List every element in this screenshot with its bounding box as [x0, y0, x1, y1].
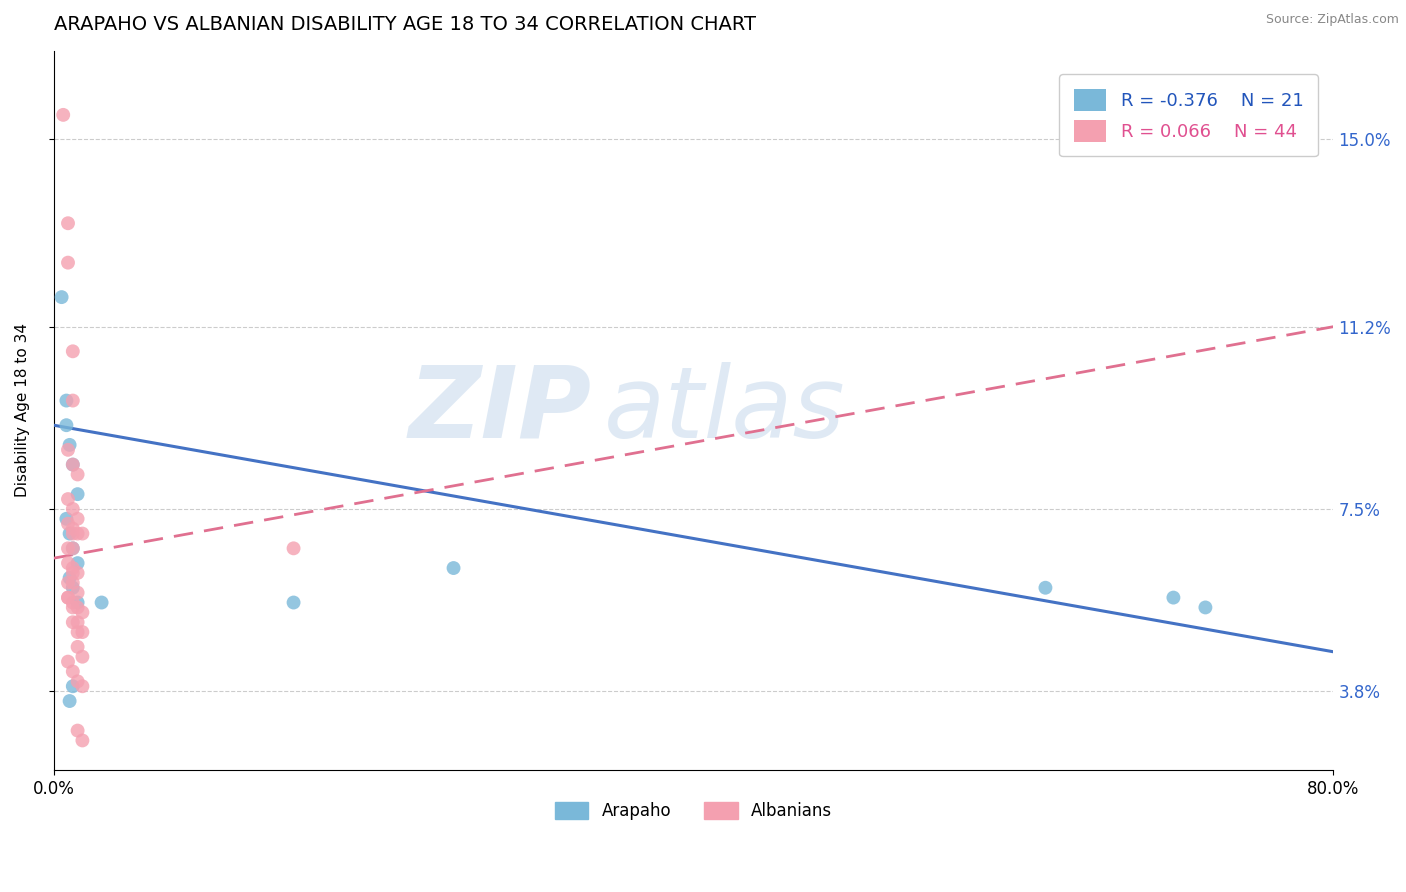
Point — [62, 541, 84, 556]
Point — [66, 674, 89, 689]
Point — [62, 615, 84, 630]
Point — [66, 600, 89, 615]
Point — [72, 733, 94, 747]
Point — [66, 566, 89, 580]
Point — [72, 625, 94, 640]
Point — [62, 522, 84, 536]
Point — [1163, 591, 1185, 605]
Y-axis label: Disability Age 18 to 34: Disability Age 18 to 34 — [15, 324, 30, 498]
Point — [62, 575, 84, 590]
Point — [66, 585, 89, 599]
Point — [62, 595, 84, 609]
Point — [62, 541, 84, 556]
Point — [55, 512, 77, 526]
Point — [51, 290, 73, 304]
Text: Source: ZipAtlas.com: Source: ZipAtlas.com — [1265, 13, 1399, 27]
Point — [59, 694, 82, 708]
Point — [66, 640, 89, 654]
Text: ZIP: ZIP — [408, 362, 591, 458]
Point — [62, 458, 84, 472]
Point — [59, 526, 82, 541]
Point — [56, 492, 79, 507]
Point — [62, 526, 84, 541]
Point — [283, 595, 305, 609]
Point — [66, 615, 89, 630]
Point — [283, 541, 305, 556]
Point — [66, 487, 89, 501]
Point — [56, 591, 79, 605]
Point — [1035, 581, 1057, 595]
Point — [56, 575, 79, 590]
Point — [56, 556, 79, 570]
Point — [72, 606, 94, 620]
Point — [72, 679, 94, 693]
Point — [62, 502, 84, 516]
Point — [52, 108, 75, 122]
Point — [443, 561, 465, 575]
Point — [72, 526, 94, 541]
Point — [62, 679, 84, 693]
Point — [62, 581, 84, 595]
Text: ARAPAHO VS ALBANIAN DISABILITY AGE 18 TO 34 CORRELATION CHART: ARAPAHO VS ALBANIAN DISABILITY AGE 18 TO… — [53, 15, 755, 34]
Point — [62, 393, 84, 408]
Point — [56, 541, 79, 556]
Point — [59, 571, 82, 585]
Point — [66, 526, 89, 541]
Point — [66, 625, 89, 640]
Point — [62, 600, 84, 615]
Point — [56, 255, 79, 269]
Point — [1194, 600, 1216, 615]
Point — [55, 418, 77, 433]
Point — [66, 595, 89, 609]
Point — [56, 591, 79, 605]
Point — [66, 467, 89, 482]
Point — [66, 723, 89, 738]
Point — [55, 393, 77, 408]
Point — [90, 595, 112, 609]
Point — [62, 458, 84, 472]
Point — [62, 566, 84, 580]
Point — [62, 561, 84, 575]
Point — [66, 556, 89, 570]
Point — [62, 344, 84, 359]
Point — [56, 516, 79, 531]
Point — [62, 665, 84, 679]
Point — [72, 649, 94, 664]
Point — [56, 442, 79, 457]
Point — [56, 216, 79, 230]
Point — [56, 655, 79, 669]
Legend: Arapaho, Albanians: Arapaho, Albanians — [548, 795, 839, 826]
Point — [66, 512, 89, 526]
Text: atlas: atlas — [605, 362, 845, 458]
Point — [59, 438, 82, 452]
